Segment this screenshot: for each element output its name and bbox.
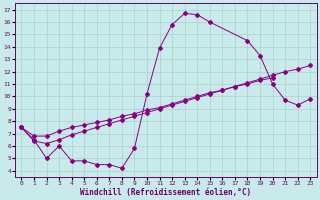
X-axis label: Windchill (Refroidissement éolien,°C): Windchill (Refroidissement éolien,°C)	[80, 188, 252, 197]
